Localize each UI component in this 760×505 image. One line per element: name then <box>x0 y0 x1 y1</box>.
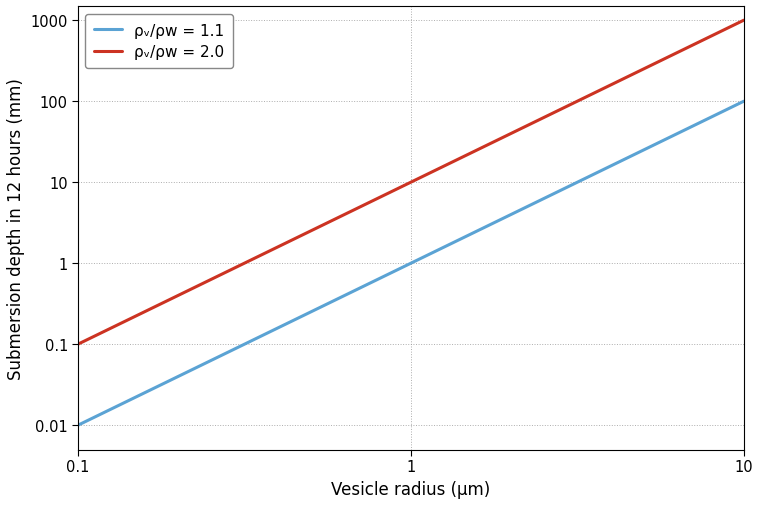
ρᵥ/ρw = 2.0 <box>433 167 442 173</box>
ρᵥ/ρw = 1.1 <box>739 99 749 105</box>
ρᵥ/ρw = 2.0 <box>394 186 403 192</box>
ρᵥ/ρw = 1.1 <box>724 107 733 113</box>
ρᵥ/ρw = 2.0 <box>389 188 398 194</box>
ρᵥ/ρw = 1.1 <box>73 423 82 429</box>
ρᵥ/ρw = 1.1 <box>619 158 629 164</box>
ρᵥ/ρw = 2.0 <box>470 149 479 155</box>
ρᵥ/ρw = 1.1 <box>389 269 398 275</box>
X-axis label: Vesicle radius (μm): Vesicle radius (μm) <box>331 480 490 498</box>
Legend: ρᵥ/ρw = 1.1, ρᵥ/ρw = 2.0: ρᵥ/ρw = 1.1, ρᵥ/ρw = 2.0 <box>85 15 233 69</box>
ρᵥ/ρw = 2.0 <box>73 342 82 348</box>
ρᵥ/ρw = 1.1 <box>470 230 479 236</box>
ρᵥ/ρw = 2.0 <box>739 18 749 24</box>
Line: ρᵥ/ρw = 2.0: ρᵥ/ρw = 2.0 <box>78 21 744 345</box>
ρᵥ/ρw = 2.0 <box>724 26 733 32</box>
Y-axis label: Submersion depth in 12 hours (mm): Submersion depth in 12 hours (mm) <box>7 78 25 379</box>
Line: ρᵥ/ρw = 1.1: ρᵥ/ρw = 1.1 <box>78 102 744 426</box>
ρᵥ/ρw = 2.0 <box>619 76 629 82</box>
ρᵥ/ρw = 1.1 <box>433 247 442 254</box>
ρᵥ/ρw = 1.1 <box>394 267 403 273</box>
